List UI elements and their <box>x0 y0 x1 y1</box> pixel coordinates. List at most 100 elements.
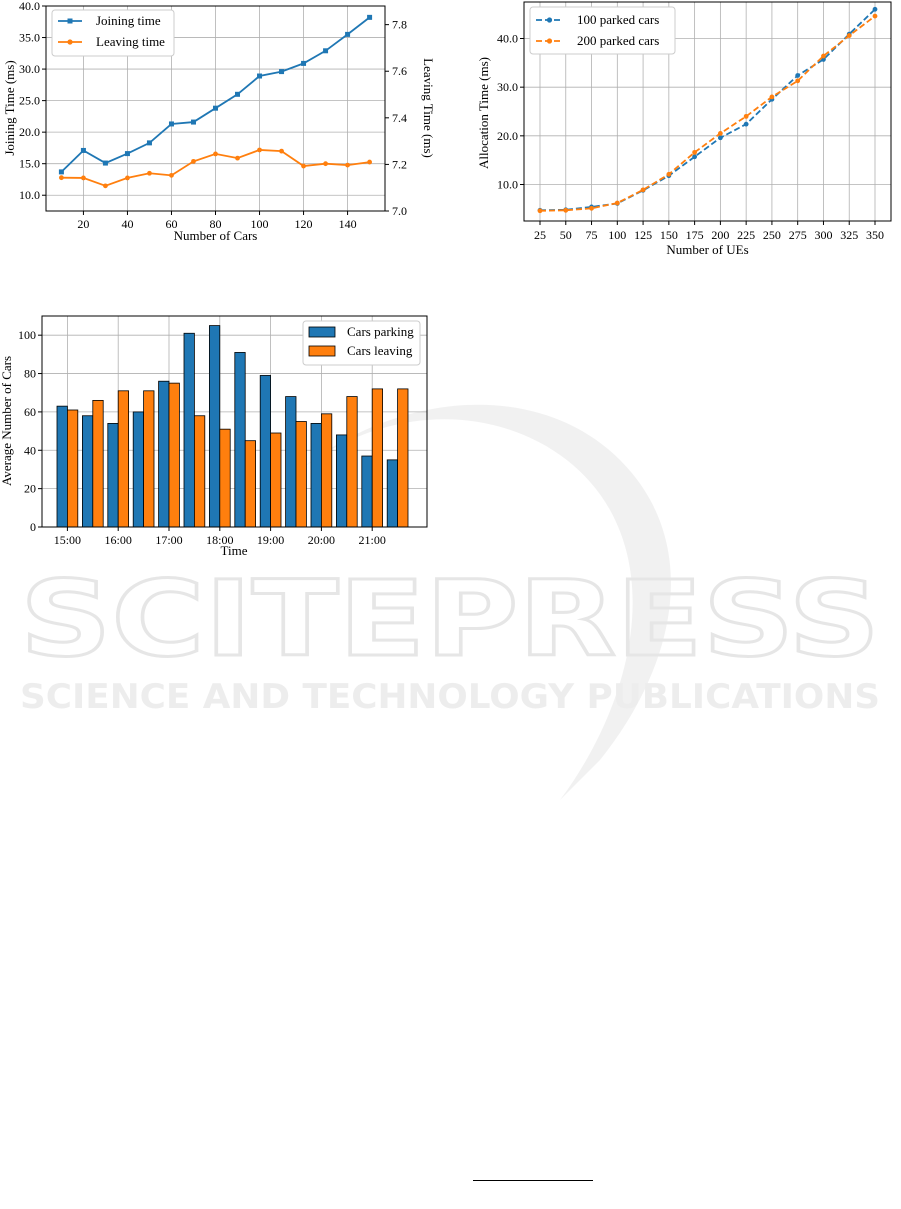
data-point-leaving <box>323 161 328 167</box>
x-tick-label: 125 <box>634 228 652 242</box>
y-tick-label: 20.0 <box>497 129 518 143</box>
legend-box <box>51 9 175 57</box>
series-line-200 <box>539 15 876 212</box>
x-tick-label: 250 <box>763 228 781 242</box>
data-point-100 <box>692 154 698 160</box>
x-tick-label: 80 <box>210 217 222 231</box>
data-point-leaving <box>103 183 108 189</box>
y-tick-label: 0 <box>30 520 36 534</box>
y-tick-label: 60 <box>24 405 36 419</box>
data-point-joining <box>102 160 108 166</box>
allocation-time-chart: 25 50 75 100 125 150 175 200 225 250 275 300 325 350 1… <box>476 1 892 257</box>
tick-labels: 0 20 40 60 80 100 15:00 16:00 17:00 18:00 19:00 20:… <box>18 328 386 547</box>
data-point-leaving <box>257 147 262 153</box>
x-tick-label: 350 <box>866 228 884 242</box>
bar-cars-parking <box>361 455 373 528</box>
bar-cars-parking <box>285 396 297 528</box>
x-tick-label: 300 <box>814 228 832 242</box>
y-tick-label: 100 <box>18 328 36 342</box>
bar-cars-leaving <box>117 390 129 528</box>
data-point-joining <box>323 48 329 54</box>
data-point-joining <box>146 140 152 146</box>
data-point-200 <box>769 94 775 100</box>
y2-axis-label: Leaving Time (ms) <box>421 58 436 158</box>
x-tick-label: 200 <box>711 228 729 242</box>
data-point-joining <box>168 121 174 127</box>
data-point-joining <box>124 151 130 157</box>
data-point-200 <box>743 113 749 119</box>
bar-cars-leaving <box>397 388 409 528</box>
y2-tick-label: 7.2 <box>392 157 407 171</box>
data-point-joining <box>190 119 196 125</box>
data-point-200 <box>795 78 801 84</box>
data-point-joining <box>345 31 351 37</box>
bar-cars-leaving <box>320 413 333 528</box>
x-tick-label: 17:00 <box>155 533 182 547</box>
x-tick-label: 25 <box>534 228 546 242</box>
series-line-100 <box>539 8 876 212</box>
x-axis-label: Number of UEs <box>666 242 748 257</box>
y-tick-label: 40.0 <box>497 32 518 46</box>
data-point-leaving <box>147 170 152 176</box>
footnote-rule <box>473 1180 593 1181</box>
data-point-leaving <box>59 175 64 181</box>
bar-cars-parking <box>107 423 119 528</box>
parking-leaving-chart: 0 20 40 60 80 100 15:00 16:00 17:00 18:00 19:00 20:… <box>0 315 428 558</box>
x-tick-label: 15:00 <box>54 533 81 547</box>
data-point-200 <box>872 13 878 19</box>
legend-swatch-leaving <box>308 345 336 357</box>
legend: Joining time Leaving time <box>51 9 175 57</box>
y2-tick-label: 7.4 <box>392 111 407 125</box>
legend-marker-200 <box>546 38 553 44</box>
data-point-200 <box>717 131 723 136</box>
x-tick-label: 140 <box>339 217 357 231</box>
data-point-joining <box>235 91 241 97</box>
y2-tick-label: 7.8 <box>392 18 407 32</box>
bar-cars-parking <box>259 375 272 528</box>
data-point-joining <box>367 14 373 20</box>
y-tick-label: 10.0 <box>19 188 40 202</box>
bar-cars-parking <box>183 332 195 528</box>
y-axis-label: Average Number of Cars <box>0 356 14 486</box>
bar-cars-leaving <box>346 396 358 528</box>
x-tick-label: 20 <box>77 217 89 231</box>
data-point-200 <box>563 207 569 213</box>
legend-label-200: 200 parked cars <box>577 33 659 48</box>
x-axis-label: Number of Cars <box>174 228 258 243</box>
x-tick-label: 16:00 <box>105 533 132 547</box>
data-point-leaving <box>345 162 350 168</box>
bar-cars-leaving <box>219 428 231 528</box>
data-point-leaving <box>191 158 196 164</box>
y-axis-label: Allocation Time (ms) <box>476 57 491 169</box>
x-tick-label: 175 <box>686 228 704 242</box>
data-point-200 <box>537 208 543 214</box>
y-axis-label: Joining Time (ms) <box>2 60 17 155</box>
data-point-leaving <box>301 163 306 169</box>
data-point-100 <box>872 6 878 12</box>
x-tick-label: 120 <box>295 217 313 231</box>
data-point-joining <box>213 105 218 111</box>
x-tick-label: 21:00 <box>359 533 386 547</box>
bar-cars-parking <box>234 352 246 528</box>
x-tick-label: 40 <box>121 217 133 231</box>
data-point-200 <box>846 33 852 38</box>
data-point-joining <box>257 73 263 79</box>
x-tick-label: 100 <box>608 228 626 242</box>
data-point-100 <box>795 73 801 78</box>
y-tick-label: 40.0 <box>19 0 40 13</box>
bar-cars-leaving <box>92 399 104 528</box>
plot-frame <box>41 315 428 528</box>
bar-cars-parking <box>56 405 68 528</box>
data-point-100 <box>717 135 723 141</box>
data-point-joining <box>301 60 307 66</box>
y-tick-label: 20.0 <box>19 125 40 139</box>
y-tick-label: 15.0 <box>19 157 40 171</box>
bar-cars-parking <box>335 434 348 528</box>
tick-labels: 20 40 60 80 100 120 140 10.0 15.0 20.0 25.0 30.0 35.… <box>19 0 407 231</box>
bar-cars-parking <box>132 411 144 528</box>
bar-cars-parking <box>82 415 94 528</box>
x-tick-label: 275 <box>789 228 807 242</box>
data-point-joining <box>58 169 64 175</box>
joining-leaving-chart: 20 40 60 80 100 120 140 10.0 15.0 20.0 25.0 30.0 35.… <box>2 0 436 243</box>
legend: Cars parking Cars leaving <box>302 320 421 366</box>
